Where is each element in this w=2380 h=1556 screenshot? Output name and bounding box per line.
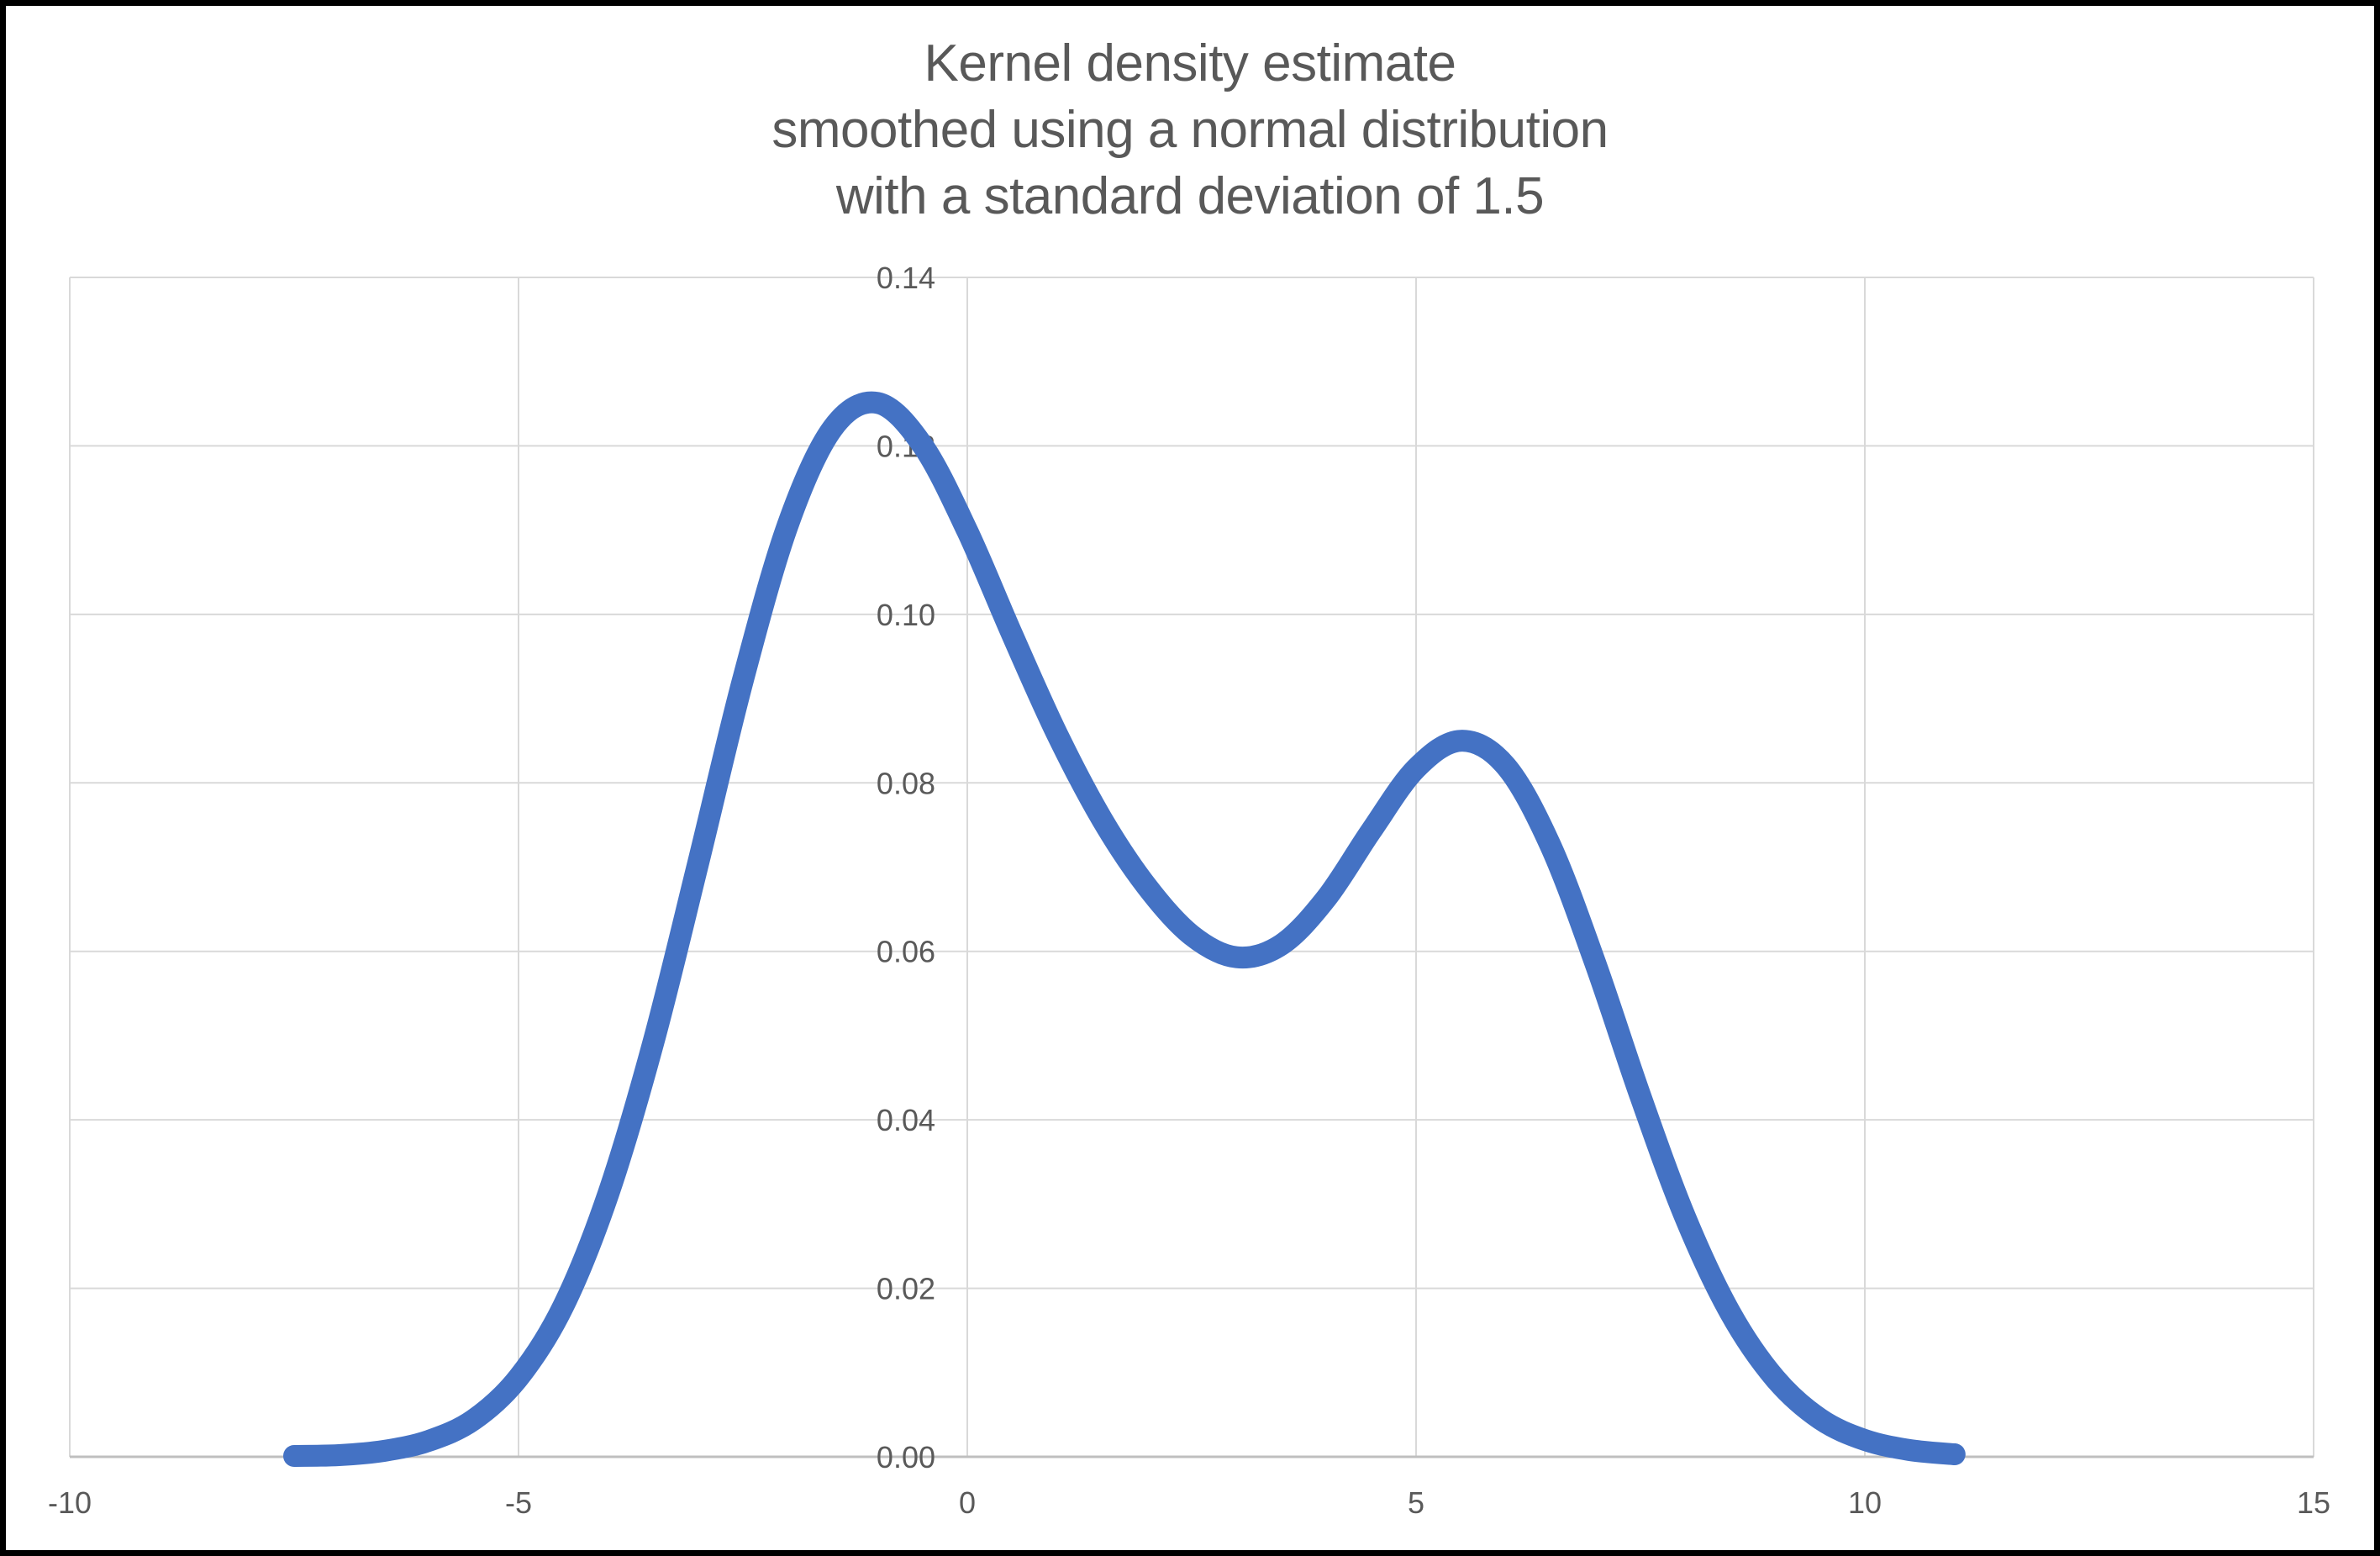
chart-title-line-2: smoothed using a normal distribution <box>771 101 1609 159</box>
kde-curve <box>283 391 1966 1467</box>
x-tick-label: -5 <box>505 1485 532 1520</box>
x-tick-label: 5 <box>1408 1485 1424 1520</box>
y-tick-label: 0.06 <box>877 935 935 969</box>
y-tick-label: 0.08 <box>877 766 935 800</box>
x-tick-label: 0 <box>959 1485 976 1520</box>
y-tick-label: 0.00 <box>877 1440 935 1474</box>
gridlines <box>69 277 2314 1457</box>
y-tick-label: 0.04 <box>877 1103 935 1137</box>
chart-title-line-1: Kernel density estimate <box>924 34 1456 92</box>
x-tick-label: 10 <box>1848 1485 1882 1520</box>
y-tick-label: 0.02 <box>877 1272 935 1306</box>
y-tick-label: 0.14 <box>877 261 935 295</box>
x-tick-label: -10 <box>48 1485 92 1520</box>
x-tick-label: 15 <box>2297 1485 2330 1520</box>
y-tick-label: 0.10 <box>877 598 935 632</box>
chart-title-line-3: with a standard deviation of 1.5 <box>835 167 1545 225</box>
chart-title: Kernel density estimate smoothed using a… <box>0 30 2380 229</box>
y-tick-labels: 0.000.020.040.060.080.100.120.14 <box>877 261 935 1474</box>
x-tick-labels: -10 -5 0 5 10 15 <box>48 1485 2330 1520</box>
